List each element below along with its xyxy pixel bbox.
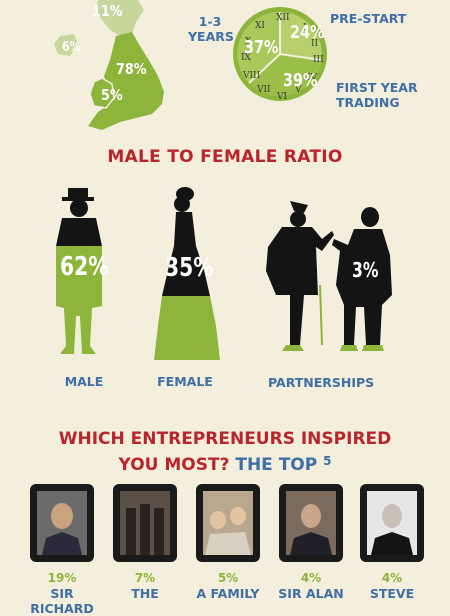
svg-text:V: V xyxy=(294,85,302,95)
clock-value-years: 37% xyxy=(244,37,279,58)
clock-value-first-year: 39% xyxy=(283,70,318,91)
svg-text:III: III xyxy=(313,55,324,65)
male-silhouette xyxy=(56,188,102,354)
label-prestart: PRE-START xyxy=(330,11,407,26)
entrepreneur-2-value: 7% xyxy=(134,571,156,585)
partnerships-value: 3% xyxy=(352,258,379,282)
entrepreneurs-title-the-top: THE TOP xyxy=(235,454,318,475)
svg-text:XI: XI xyxy=(255,21,265,31)
clock-value-prestart: 24% xyxy=(290,22,325,43)
svg-text:IV: IV xyxy=(307,73,318,83)
partnerships-label: PARTNERSHIPS xyxy=(268,375,375,390)
entrepreneur-1-name: SIR RICHARD xyxy=(30,586,94,616)
map-value-wales: 5% xyxy=(101,86,123,104)
entrepreneur-3-name: A FAMILY xyxy=(196,586,260,601)
entrepreneur-2-name: THE xyxy=(131,586,159,601)
map-value-england: 78% xyxy=(116,60,147,78)
label-years: 1-3 YEARS xyxy=(188,14,234,44)
svg-text:VII: VII xyxy=(256,85,271,95)
map-value-northern-ireland: 6% xyxy=(62,40,81,55)
portrait-frame-2 xyxy=(113,484,177,562)
entrepreneur-3-value: 5% xyxy=(217,571,239,585)
portrait-frames xyxy=(30,484,424,562)
svg-text:VIII: VIII xyxy=(242,71,261,81)
label-years-line2: YEARS xyxy=(188,29,234,44)
partnership-silhouette xyxy=(266,201,392,351)
uk-map xyxy=(54,0,164,130)
label-first-year-line2: TRADING xyxy=(336,95,400,110)
entrepreneurs-title-number: 5 xyxy=(323,454,332,468)
portrait-frame-4 xyxy=(279,484,343,562)
female-value: 35% xyxy=(165,253,214,283)
svg-text:VI: VI xyxy=(276,92,287,102)
entrepreneur-1-value: 19% xyxy=(47,571,77,585)
portrait-frame-5 xyxy=(360,484,424,562)
portrait-frame-3 xyxy=(196,484,260,562)
label-first-year: FIRST YEAR TRADING xyxy=(336,80,418,110)
female-label: FEMALE xyxy=(157,374,213,389)
svg-text:X: X xyxy=(245,37,252,47)
gender-ratio-title: MALE TO FEMALE RATIO xyxy=(107,147,343,167)
portrait-frame-1 xyxy=(30,484,94,562)
entrepreneurs-title: WHICH ENTREPRENEURS INSPIRED YOU MOST? T… xyxy=(0,428,450,476)
svg-text:XII: XII xyxy=(276,13,290,23)
svg-text:II: II xyxy=(311,39,319,49)
entrepreneur-5-name: STEVE xyxy=(369,586,415,601)
entrepreneur-5-value: 4% xyxy=(381,571,403,585)
label-first-year-line1: FIRST YEAR xyxy=(336,80,418,95)
entrepreneur-4-value: 4% xyxy=(300,571,322,585)
entrepreneurs-title-line1: WHICH ENTREPRENEURS INSPIRED xyxy=(58,429,392,449)
map-value-scotland: 11% xyxy=(92,2,123,20)
entrepreneur-4-name: SIR ALAN xyxy=(278,586,344,601)
male-value: 62% xyxy=(60,252,109,282)
business-stage-clock: XII I II III IV V VI VII VIII IX X XI xyxy=(233,7,327,102)
male-label: MALE xyxy=(64,374,104,389)
svg-text:I: I xyxy=(303,23,307,33)
entrepreneurs-title-line2: YOU MOST? THE TOP 5 xyxy=(0,450,450,476)
entrepreneurs-title-you-most: YOU MOST? xyxy=(118,454,230,475)
label-years-line1: 1-3 xyxy=(198,14,222,29)
svg-text:IX: IX xyxy=(241,53,252,63)
female-silhouette xyxy=(154,187,220,360)
